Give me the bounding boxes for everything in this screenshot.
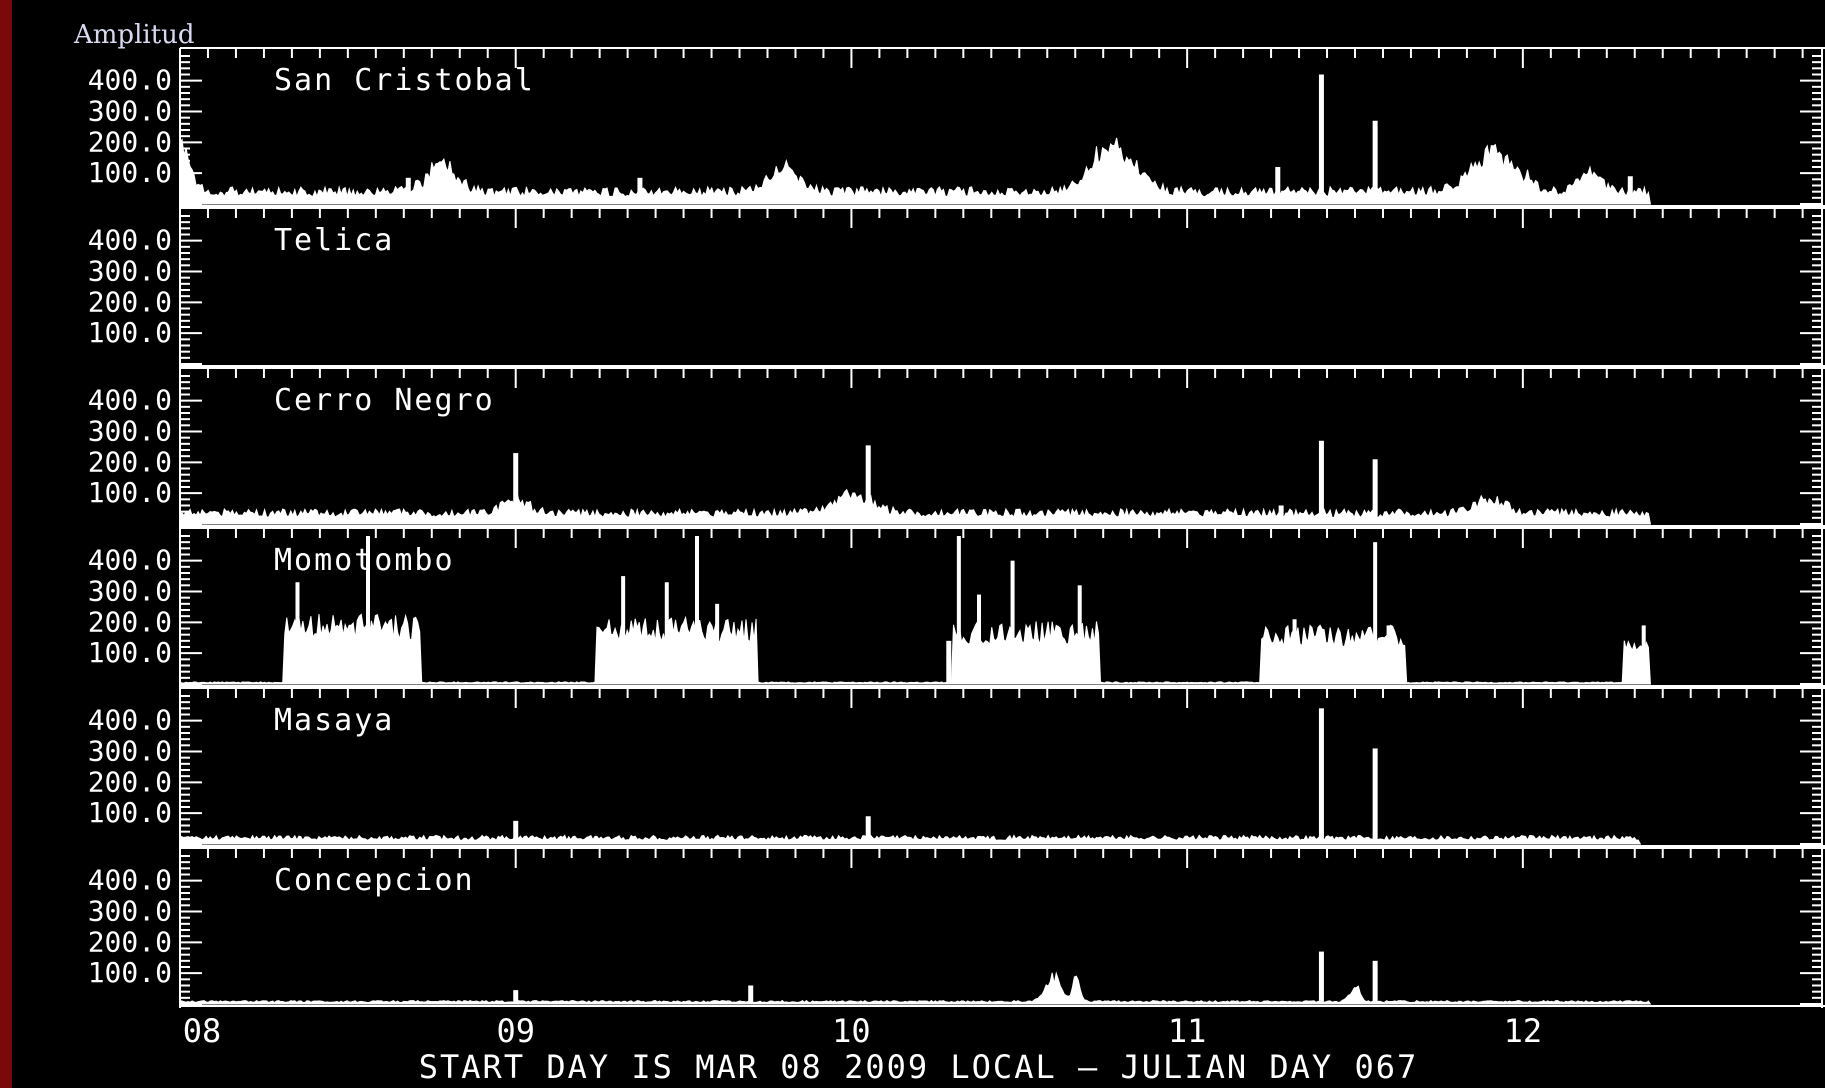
station-label: San Cristobal (274, 63, 535, 98)
trace-spike (637, 177, 643, 204)
trace-spike (977, 594, 981, 684)
trace-spike (1641, 625, 1646, 684)
trace-spike (1318, 440, 1324, 524)
trace-spike (1292, 619, 1297, 684)
y-tick-label: 100.0 (88, 316, 172, 349)
station-label: Telica (274, 223, 394, 258)
trace-area (179, 971, 1652, 1005)
y-tick-label: 300.0 (88, 575, 172, 608)
station-label: Cerro Negro (274, 383, 495, 418)
trace-spike (956, 536, 961, 684)
y-tick-label: 200.0 (88, 925, 172, 958)
trace-spike (405, 177, 411, 204)
trace-spike (946, 640, 952, 684)
trace-spike (664, 582, 669, 684)
trace-spike (748, 985, 754, 1004)
trace-spike (1318, 708, 1324, 844)
y-tick-label: 400.0 (88, 864, 172, 897)
trace-spike (695, 536, 699, 684)
y-tick-label: 200.0 (88, 605, 172, 638)
trace-spike (715, 603, 720, 684)
x-axis-label: START DAY IS MAR 08 2009 LOCAL — JULIAN … (418, 1048, 1419, 1086)
y-tick-label: 300.0 (88, 95, 172, 128)
trace-spike (295, 582, 300, 684)
trace-spike (1372, 459, 1378, 524)
trace-area (179, 834, 1642, 845)
y-tick-label: 400.0 (88, 704, 172, 737)
trace-area (179, 137, 1652, 205)
trace-spike (865, 445, 871, 524)
trace-spike (1318, 74, 1324, 204)
y-tick-label: 400.0 (88, 544, 172, 577)
y-tick-label: 200.0 (88, 125, 172, 158)
trace-spike (513, 820, 519, 844)
trace-area (179, 613, 1651, 685)
station-label: Concepcion (274, 863, 475, 898)
y-tick-label: 200.0 (88, 765, 172, 798)
station-label: Masaya (274, 703, 394, 738)
trace-spike (621, 576, 626, 684)
chart-frame: Amplitud 400.0 300.0 200.0 100.0 San Cristob… (12, 0, 1825, 1088)
y-tick-label: 400.0 (88, 384, 172, 417)
y-tick-label: 300.0 (88, 895, 172, 928)
trace-spike (1077, 585, 1082, 684)
x-tick-label: 12 (1504, 1012, 1543, 1050)
trace-spike (513, 453, 519, 524)
trace-spike (366, 536, 370, 684)
trace-spike (1372, 960, 1378, 1004)
y-tick-label: 100.0 (88, 796, 172, 829)
trace-spike (1372, 748, 1378, 844)
y-tick-label: 300.0 (88, 255, 172, 288)
x-tick-label: 11 (1168, 1012, 1207, 1050)
y-tick-label: 200.0 (88, 285, 172, 318)
trace-spike (1275, 167, 1281, 204)
y-tick-label: 300.0 (88, 735, 172, 768)
trace-spike (1386, 625, 1391, 684)
trace-spike (1373, 542, 1378, 684)
y-tick-label: 300.0 (88, 415, 172, 448)
y-tick-label: 400.0 (88, 224, 172, 257)
y-tick-label: 100.0 (88, 156, 172, 189)
y-tick-label: 100.0 (88, 636, 172, 669)
x-tick-label: 09 (496, 1012, 535, 1050)
trace-spike (1010, 560, 1015, 684)
station-label: Momotombo (274, 543, 455, 578)
trace-area (179, 488, 1652, 525)
y-tick-label: 100.0 (88, 476, 172, 509)
trace-spike (865, 816, 871, 844)
trace-spike (1278, 505, 1284, 524)
y-axis-title: Amplitud (74, 20, 195, 50)
x-tick-label: 10 (832, 1012, 871, 1050)
y-tick-label: 100.0 (88, 956, 172, 989)
x-tick-label: 08 (183, 1012, 222, 1050)
y-tick-label: 400.0 (88, 64, 172, 97)
y-tick-label: 200.0 (88, 445, 172, 478)
trace-spike (1627, 176, 1633, 204)
trace-spike (1372, 120, 1378, 204)
trace-spike (513, 990, 519, 1004)
trace-spike (1318, 951, 1324, 1004)
